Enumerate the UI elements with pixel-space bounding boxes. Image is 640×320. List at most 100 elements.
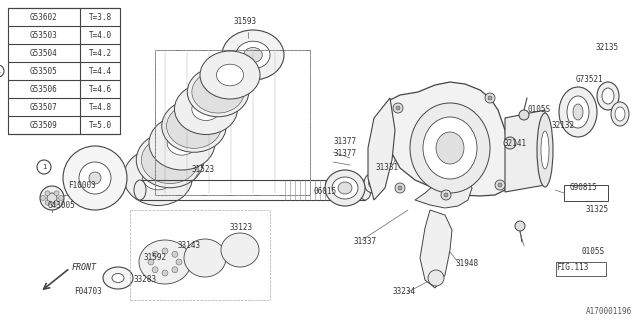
Ellipse shape (134, 180, 146, 200)
Text: T=5.0: T=5.0 (88, 121, 111, 130)
Circle shape (441, 190, 451, 200)
Circle shape (498, 183, 502, 187)
Text: 31593: 31593 (234, 18, 257, 27)
Circle shape (515, 221, 525, 231)
Text: 31948: 31948 (456, 260, 479, 268)
Ellipse shape (410, 103, 490, 193)
Ellipse shape (191, 246, 219, 270)
Text: G53507: G53507 (30, 102, 58, 111)
Circle shape (54, 191, 59, 196)
Ellipse shape (537, 113, 553, 187)
Ellipse shape (103, 267, 133, 289)
Ellipse shape (147, 247, 183, 277)
Circle shape (89, 172, 101, 184)
Ellipse shape (423, 117, 477, 179)
Ellipse shape (611, 102, 629, 126)
Ellipse shape (216, 64, 243, 86)
Ellipse shape (124, 148, 193, 205)
Ellipse shape (615, 107, 625, 121)
Circle shape (40, 186, 64, 210)
Ellipse shape (112, 274, 124, 283)
Text: 31377: 31377 (334, 138, 357, 147)
Text: T=4.0: T=4.0 (88, 30, 111, 39)
Polygon shape (388, 82, 508, 196)
Ellipse shape (175, 84, 237, 134)
Text: 33283: 33283 (133, 276, 157, 284)
Circle shape (444, 193, 448, 197)
Circle shape (485, 93, 495, 103)
Text: 31377: 31377 (334, 148, 357, 157)
Circle shape (398, 186, 402, 190)
Ellipse shape (227, 239, 253, 260)
Ellipse shape (221, 233, 259, 267)
Ellipse shape (364, 173, 382, 193)
Ellipse shape (155, 148, 185, 172)
Circle shape (504, 137, 516, 149)
Circle shape (519, 110, 529, 120)
Text: G53504: G53504 (30, 49, 58, 58)
Polygon shape (420, 210, 452, 288)
Text: 33143: 33143 (178, 241, 201, 250)
Ellipse shape (167, 131, 197, 155)
Circle shape (428, 270, 444, 286)
Polygon shape (505, 110, 545, 192)
Bar (8, 8, 120, 134)
Text: FIG.113: FIG.113 (556, 263, 588, 273)
Ellipse shape (559, 87, 597, 137)
Ellipse shape (359, 180, 371, 200)
Circle shape (63, 146, 127, 210)
Ellipse shape (338, 182, 352, 194)
Text: 31523: 31523 (192, 165, 215, 174)
Ellipse shape (597, 82, 619, 110)
Ellipse shape (184, 239, 226, 277)
Circle shape (176, 259, 182, 265)
Text: F04703: F04703 (74, 287, 102, 297)
Text: 0105S: 0105S (528, 106, 551, 115)
Circle shape (152, 267, 158, 273)
Ellipse shape (188, 67, 249, 117)
Ellipse shape (136, 132, 204, 188)
Ellipse shape (602, 88, 614, 104)
Ellipse shape (436, 132, 464, 164)
Circle shape (37, 160, 51, 174)
Ellipse shape (204, 81, 232, 103)
Text: G53503: G53503 (30, 30, 58, 39)
Ellipse shape (179, 114, 209, 138)
Circle shape (45, 200, 50, 205)
Circle shape (40, 196, 45, 201)
Text: T=4.2: T=4.2 (88, 49, 111, 58)
Text: G53602: G53602 (30, 12, 58, 21)
Text: 31325: 31325 (586, 205, 609, 214)
Ellipse shape (200, 51, 260, 99)
Circle shape (395, 183, 405, 193)
Text: F10003: F10003 (68, 180, 96, 189)
Circle shape (172, 251, 178, 257)
Circle shape (47, 193, 57, 203)
Text: T=4.6: T=4.6 (88, 84, 111, 93)
Ellipse shape (236, 41, 270, 69)
Polygon shape (368, 98, 395, 200)
Text: 32141: 32141 (504, 140, 527, 148)
Ellipse shape (567, 96, 589, 128)
Text: G73521: G73521 (576, 76, 604, 84)
Text: T=3.8: T=3.8 (88, 12, 111, 21)
Text: 31337: 31337 (354, 237, 377, 246)
Text: 31331: 31331 (376, 164, 399, 172)
Text: 32135: 32135 (596, 44, 619, 52)
Text: G90815: G90815 (570, 183, 598, 193)
Text: 06015: 06015 (314, 188, 337, 196)
Text: T=4.4: T=4.4 (88, 67, 111, 76)
Text: G53509: G53509 (30, 121, 58, 130)
Ellipse shape (222, 30, 284, 80)
Bar (556, 262, 606, 276)
Circle shape (152, 251, 158, 257)
Circle shape (58, 196, 63, 201)
Circle shape (54, 200, 59, 205)
Ellipse shape (149, 116, 215, 170)
Circle shape (79, 162, 111, 194)
Circle shape (162, 248, 168, 254)
Text: G53505: G53505 (30, 67, 58, 76)
Circle shape (396, 106, 400, 110)
Ellipse shape (166, 104, 221, 148)
Ellipse shape (141, 136, 198, 184)
